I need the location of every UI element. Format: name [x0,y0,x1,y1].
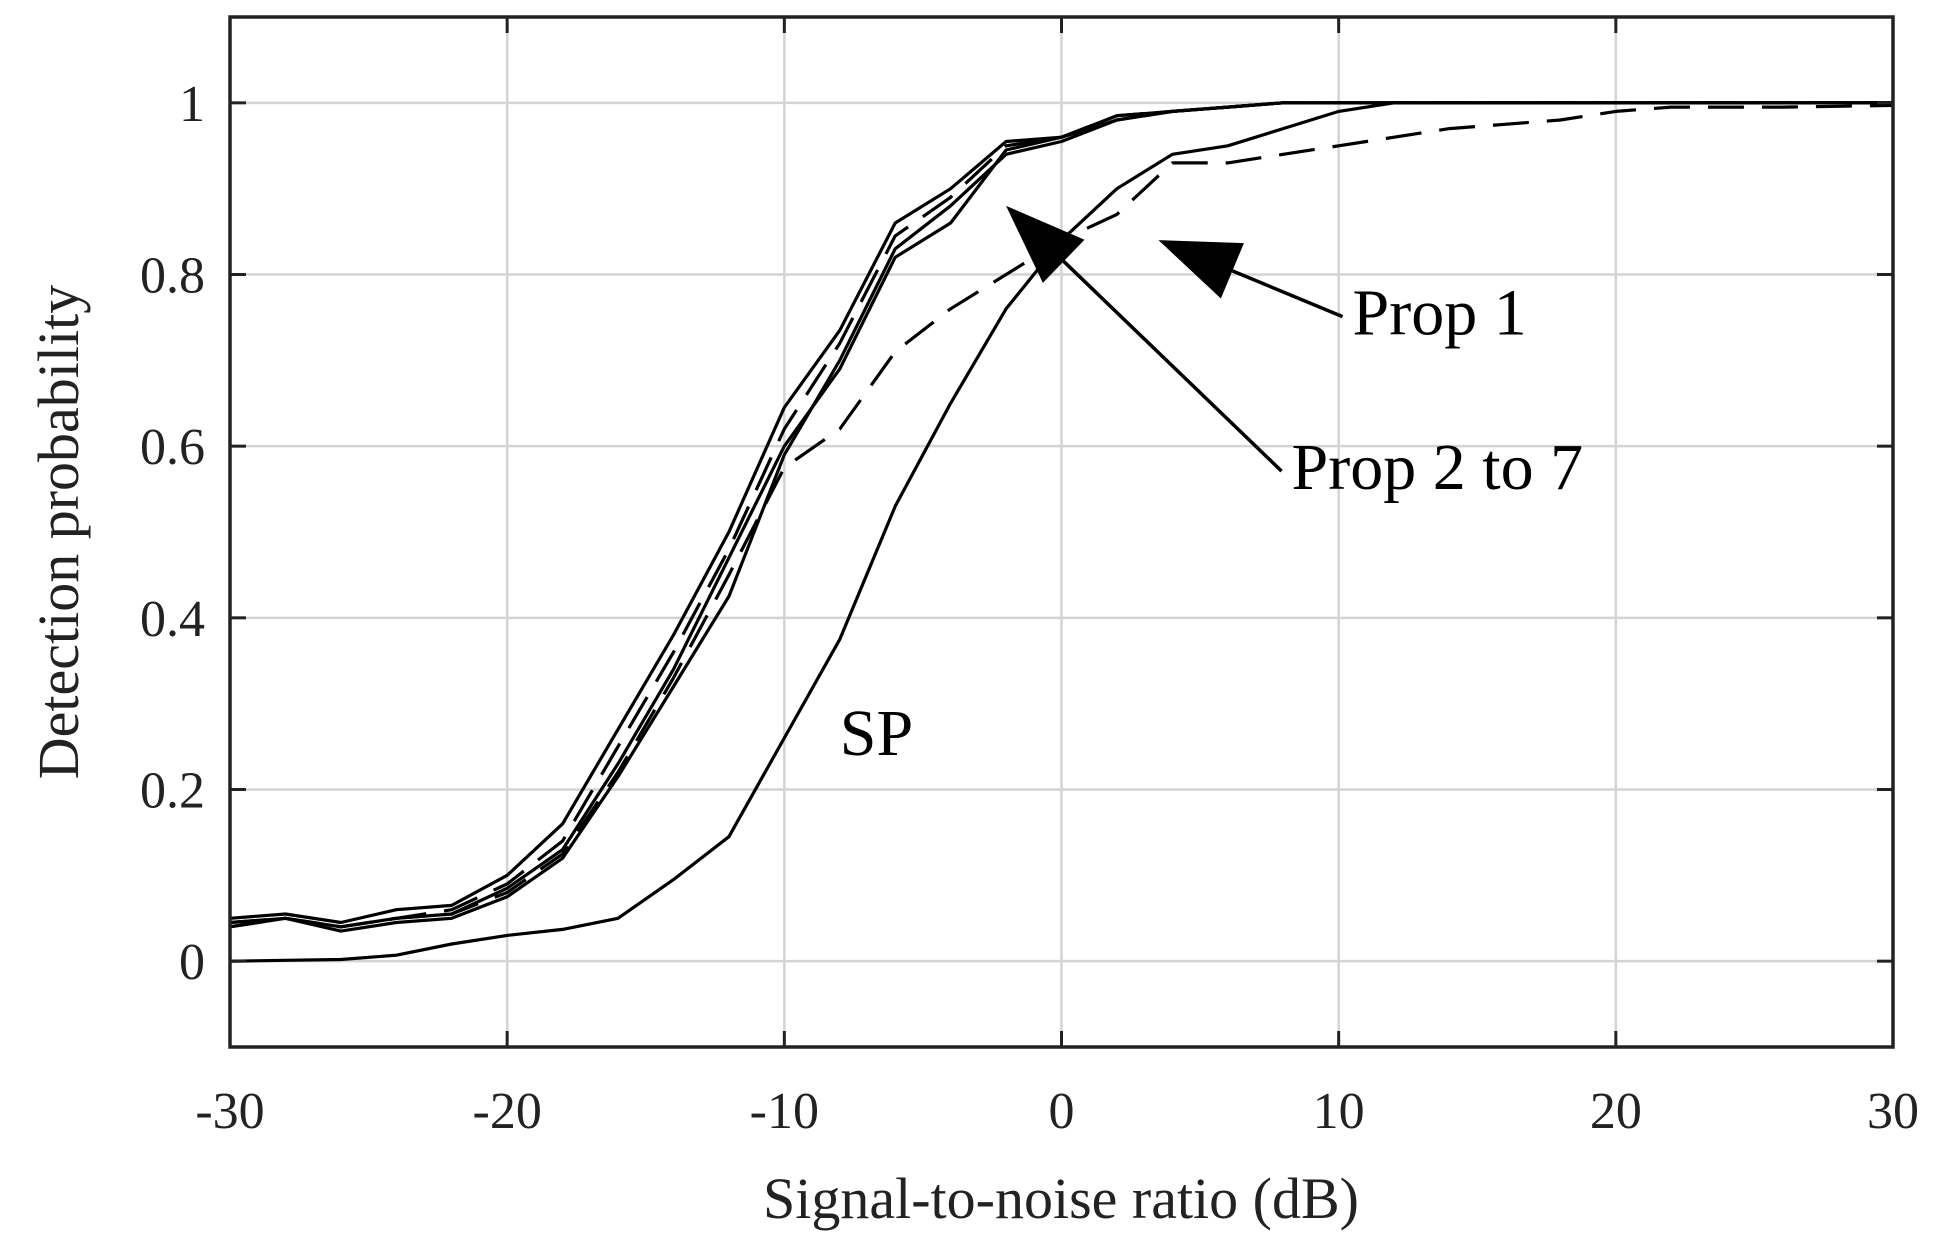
y-tick-label: 0 [179,934,205,991]
y-axis-label: Detection probability [26,285,91,779]
annotation-arrow-head [1006,205,1085,283]
y-tick-label: 0.8 [140,248,205,305]
annotation-arrow-shaft [1062,260,1283,473]
y-tick-label: 0.2 [140,763,205,820]
annotation-label: SP [840,697,913,770]
annotations: Prop 1 Prop 2 to 7 SP [840,205,1584,770]
y-tick-labels: 0 0.2 0.4 0.6 0.8 1 [140,76,205,991]
x-tick-label: 10 [1313,1083,1365,1140]
annotation-label: Prop 2 to 7 [1292,431,1584,504]
x-tick-label: 0 [1049,1083,1075,1140]
y-tick-label: 0.4 [140,591,205,648]
x-tick-label: -30 [195,1083,264,1140]
annotation-arrow-head [1158,240,1244,299]
x-tick-label: 20 [1590,1083,1642,1140]
annotation-arrow-shaft [1231,269,1344,319]
annotation-label: Prop 1 [1353,277,1527,350]
x-tick-labels: -30 -20 -10 0 10 20 30 [195,1083,1919,1140]
x-axis-label: Signal-to-noise ratio (dB) [763,1166,1359,1231]
x-tick-label: -10 [750,1083,819,1140]
y-tick-label: 1 [179,76,205,133]
y-tick-label: 0.6 [140,419,205,476]
ticks [228,17,1895,1047]
x-tick-label: 30 [1867,1083,1919,1140]
x-tick-label: -20 [473,1083,542,1140]
